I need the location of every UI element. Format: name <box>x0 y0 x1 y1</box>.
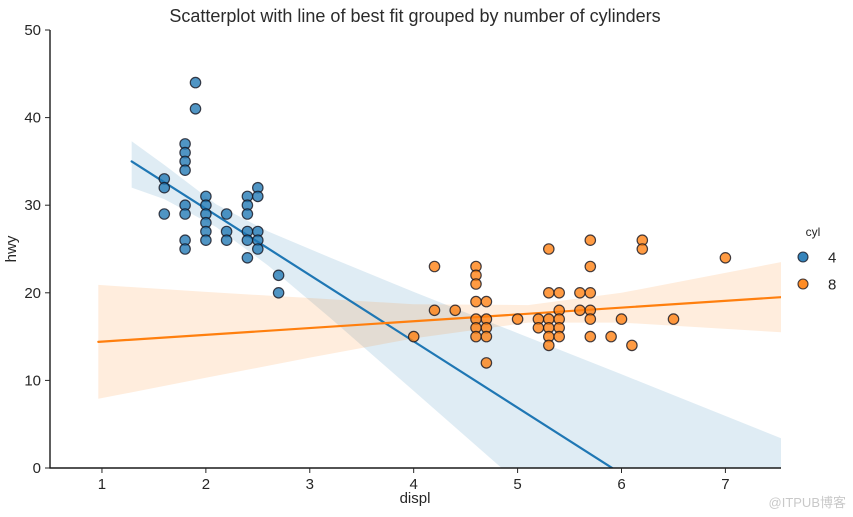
ci-band-cyl8 <box>98 262 781 399</box>
y-axis-ticks: 0 10 20 30 40 50 <box>24 22 50 477</box>
data-point <box>158 181 171 194</box>
chart-title: Scatterplot with line of best fit groupe… <box>169 6 660 26</box>
regression-line-cyl4 <box>130 160 615 468</box>
data-point <box>272 286 285 299</box>
regression-line-cyl8 <box>97 296 781 343</box>
data-point <box>553 330 565 343</box>
x-tick-label: 2 <box>202 476 210 493</box>
data-point <box>470 330 482 343</box>
regression-line-cyl8 <box>97 296 781 343</box>
data-point <box>584 260 597 273</box>
data-point <box>241 234 254 246</box>
x-tick-label: 6 <box>617 476 625 493</box>
data-point <box>667 313 680 325</box>
data-point <box>189 76 202 89</box>
data-point <box>532 321 545 334</box>
data-point <box>251 190 264 203</box>
y-tick-label: 30 <box>24 197 41 214</box>
data-point <box>200 234 212 246</box>
data-point <box>251 243 264 255</box>
watermark: @ITPUB博客 <box>769 495 846 510</box>
x-axis-label: displ <box>400 490 431 507</box>
legend-entries: 48 <box>797 250 836 294</box>
data-point <box>179 208 191 220</box>
y-tick-label: 50 <box>24 22 41 39</box>
legend-label-cyl4: 4 <box>828 250 836 267</box>
data-point <box>511 313 524 325</box>
x-tick-label: 7 <box>721 476 729 493</box>
data-point <box>584 286 597 299</box>
data-point <box>719 251 732 264</box>
legend: cyl 48 <box>797 225 836 294</box>
data-point <box>220 234 233 246</box>
x-axis-ticks: 1 2 3 4 5 6 7 <box>98 468 730 493</box>
x-tick-label: 4 <box>410 476 418 493</box>
data-point <box>407 330 420 343</box>
y-tick-label: 40 <box>24 110 41 127</box>
y-tick-label: 10 <box>24 372 41 389</box>
data-point <box>470 278 482 290</box>
data-point <box>626 339 638 352</box>
data-point <box>428 304 441 317</box>
data-point <box>584 313 597 325</box>
data-point <box>179 164 191 176</box>
data-point <box>158 208 171 220</box>
data-point <box>542 286 555 299</box>
data-point <box>584 330 597 343</box>
legend-label-cyl8: 8 <box>828 277 836 294</box>
data-point <box>605 330 617 343</box>
data-point <box>480 330 493 343</box>
data-point <box>480 295 493 308</box>
data-point <box>189 103 202 115</box>
y-tick-label: 20 <box>24 285 41 302</box>
legend-marker-cyl4 <box>797 251 809 263</box>
legend-marker-cyl8 <box>797 278 809 290</box>
ci-band-cyl4 <box>131 141 781 468</box>
x-tick-label: 3 <box>306 476 314 493</box>
data-point <box>584 234 597 246</box>
data-point <box>574 304 586 317</box>
data-point <box>449 304 461 317</box>
regression-line-cyl4 <box>130 160 615 468</box>
ci-band-polygon-cyl4 <box>131 141 781 468</box>
scatter-group-cyl4 <box>158 76 285 299</box>
data-point <box>553 286 565 299</box>
data-point <box>574 286 586 299</box>
x-tick-label: 1 <box>98 476 106 493</box>
data-point <box>480 357 493 369</box>
y-tick-label: 0 <box>33 460 41 477</box>
data-point <box>542 339 555 352</box>
data-point <box>615 313 628 325</box>
ci-band-polygon-cyl8 <box>98 262 781 399</box>
data-point <box>179 243 191 255</box>
data-point <box>272 269 285 282</box>
legend-title: cyl <box>806 225 821 239</box>
data-point <box>636 243 649 255</box>
data-point <box>241 208 254 220</box>
data-point <box>470 295 482 308</box>
y-axis-label: hwy <box>3 235 20 262</box>
data-point <box>428 260 441 273</box>
x-tick-label: 5 <box>513 476 521 493</box>
data-point <box>542 243 555 255</box>
data-point <box>241 251 254 264</box>
data-point <box>220 208 233 220</box>
scatter-group-cyl8 <box>407 234 732 369</box>
